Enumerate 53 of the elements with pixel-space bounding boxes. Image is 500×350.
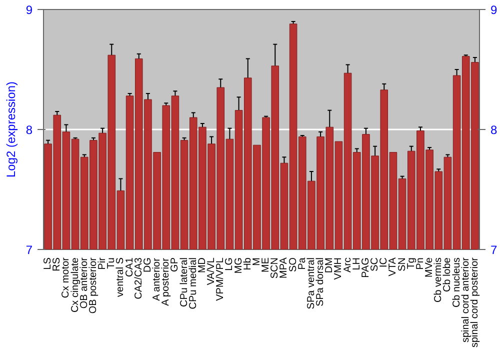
x-tick-label: spinal cord anterior bbox=[460, 256, 472, 343]
x-tick-label: Hb bbox=[242, 257, 254, 270]
x-tick-label: IC bbox=[378, 258, 390, 268]
x-tick-label: MD bbox=[196, 257, 208, 274]
x-tick-label: LG bbox=[224, 257, 236, 271]
x-tick-label: LH bbox=[351, 257, 362, 270]
x-tick-label: SO bbox=[288, 257, 299, 272]
y-tick-label: 9 bbox=[26, 3, 33, 17]
x-tick-label: Pir bbox=[97, 256, 108, 270]
x-tick-label: PAG bbox=[360, 257, 372, 278]
y-axis-title: Log2 (expression) bbox=[4, 81, 18, 178]
x-tick-label: CPu medial bbox=[188, 257, 199, 310]
x-tick-label: Cb lobe bbox=[442, 257, 454, 292]
x-tick-label: DM bbox=[324, 257, 336, 274]
x-tick-label: MG bbox=[233, 257, 244, 274]
x-tick-label: LS bbox=[42, 257, 54, 270]
y-tick-label: 8 bbox=[26, 123, 33, 137]
x-tick-label: SC bbox=[370, 257, 381, 272]
x-tick-label: SN bbox=[396, 257, 408, 272]
x-tick-label: ME bbox=[260, 257, 272, 272]
x-tick-label: OB anterior bbox=[78, 256, 90, 309]
x-tick-label: M bbox=[251, 257, 262, 266]
x-tick-label: A anterior bbox=[152, 257, 163, 301]
x-tick-label: Cx cingulate bbox=[70, 257, 81, 313]
x-tick-label: SPa ventral bbox=[306, 257, 317, 310]
x-tick-label: Cx motor bbox=[60, 256, 72, 298]
x-tick-label: spinal cord posterior bbox=[469, 256, 480, 348]
x-tick-label: SPa dorsal bbox=[315, 257, 326, 306]
x-tick-label: DG bbox=[142, 257, 154, 272]
x-tick-label: GP bbox=[170, 257, 181, 272]
x-tick-label: Tg bbox=[406, 258, 417, 270]
x-tick-label: Pn bbox=[414, 257, 426, 270]
x-tick-label: VTA bbox=[388, 257, 399, 276]
x-tick-label: ventral S bbox=[115, 257, 126, 297]
x-tick-label: SCN bbox=[270, 257, 281, 279]
x-tick-label: OB posterior bbox=[88, 256, 99, 314]
x-tick-label: VMH bbox=[333, 257, 344, 280]
x-tick-label: MPA bbox=[278, 257, 290, 278]
x-tick-label: CA1 bbox=[124, 257, 136, 277]
y2-tick-label: 9 bbox=[490, 3, 498, 17]
x-tick-label: Cb nucleus bbox=[451, 258, 462, 308]
x-tick-label: Pa bbox=[296, 257, 308, 270]
x-tick-label: Tu bbox=[106, 257, 118, 269]
y-tick-label: 7 bbox=[26, 243, 33, 257]
x-tick-label: Arc bbox=[342, 258, 354, 272]
x-tick-label: CPu lateral bbox=[178, 258, 190, 307]
y2-tick-label: 7 bbox=[490, 243, 498, 257]
x-tick-label: VPM/VPL bbox=[215, 257, 226, 301]
y2-tick-label: 8 bbox=[490, 123, 498, 137]
x-tick-label: A posterior bbox=[160, 257, 172, 306]
x-tick-label: RS bbox=[52, 257, 63, 272]
x-tick-label: MVe bbox=[424, 257, 436, 278]
x-tick-label: CA2/CA3 bbox=[133, 257, 144, 300]
